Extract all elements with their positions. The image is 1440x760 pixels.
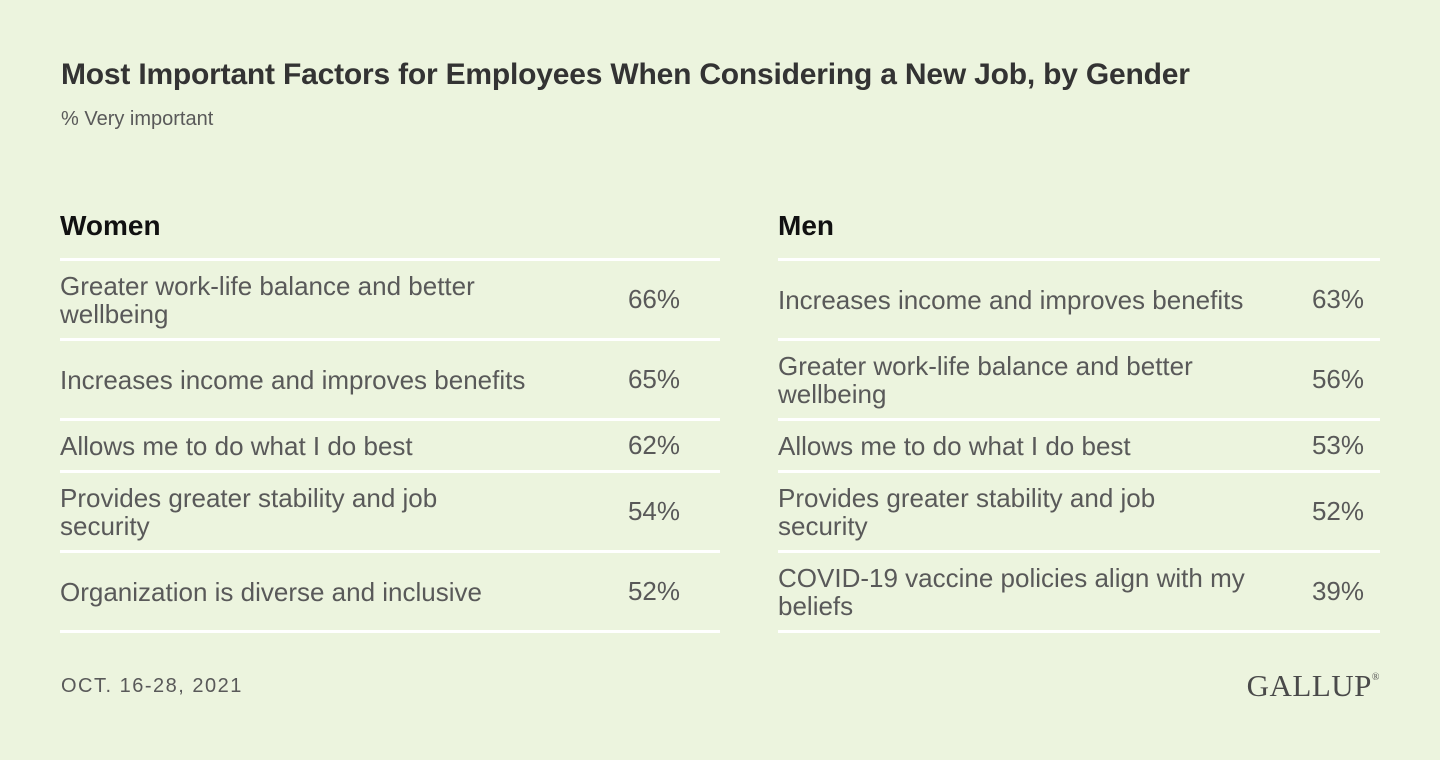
chart-title: Most Important Factors for Employees Whe…	[61, 58, 1190, 91]
row-label: COVID-19 vaccine policies align with my …	[778, 562, 1245, 621]
row-label: Allows me to do what I do best	[778, 430, 1131, 461]
row-value: 62%	[627, 430, 680, 460]
row-label: Greater work-life balance and better wel…	[778, 350, 1193, 409]
chart-subtitle: % Very important	[61, 108, 214, 130]
row-value: 66%	[627, 284, 680, 314]
row-label: Increases income and improves benefits	[778, 284, 1244, 315]
row-label: Provides greater stability and job secur…	[60, 482, 438, 541]
gallup-logo: GALLUP®	[1247, 668, 1380, 704]
table-row: Provides greater stability and job secur…	[60, 473, 720, 553]
row-label: Greater work-life balance and better wel…	[60, 270, 475, 329]
table-row: Greater work-life balance and better wel…	[60, 261, 720, 341]
table-row: Increases income and improves benefits 6…	[60, 341, 720, 421]
row-value: 54%	[627, 496, 680, 526]
table-row: Provides greater stability and job secur…	[778, 473, 1380, 553]
gallup-logo-text: GALLUP	[1246, 668, 1372, 703]
men-table-title: Men	[778, 210, 834, 241]
men-table: Men Increases income and improves benefi…	[778, 208, 1380, 633]
row-value: 52%	[1311, 496, 1364, 526]
women-table-rows: Greater work-life balance and better wel…	[60, 258, 720, 633]
table-row: Allows me to do what I do best 53%	[778, 421, 1380, 473]
row-label: Provides greater stability and job secur…	[778, 482, 1156, 541]
row-value: 39%	[1311, 576, 1364, 606]
table-row: Increases income and improves benefits 6…	[778, 261, 1380, 341]
women-table: Women Greater work-life balance and bett…	[60, 208, 720, 633]
row-label: Organization is diverse and inclusive	[60, 576, 482, 607]
row-value: 52%	[627, 576, 680, 606]
survey-date: OCT. 16-28, 2021	[61, 675, 243, 697]
row-label: Increases income and improves benefits	[60, 364, 526, 395]
table-row: COVID-19 vaccine policies align with my …	[778, 553, 1380, 633]
registered-mark: ®	[1371, 672, 1380, 683]
table-row: Organization is diverse and inclusive 52…	[60, 553, 720, 633]
women-table-title: Women	[60, 210, 161, 241]
row-value: 65%	[627, 364, 680, 394]
table-row: Greater work-life balance and better wel…	[778, 341, 1380, 421]
table-row: Allows me to do what I do best 62%	[60, 421, 720, 473]
row-value: 56%	[1311, 364, 1364, 394]
row-value: 63%	[1311, 284, 1364, 314]
men-table-rows: Increases income and improves benefits 6…	[778, 258, 1380, 633]
row-value: 53%	[1311, 430, 1364, 460]
row-label: Allows me to do what I do best	[60, 430, 413, 461]
